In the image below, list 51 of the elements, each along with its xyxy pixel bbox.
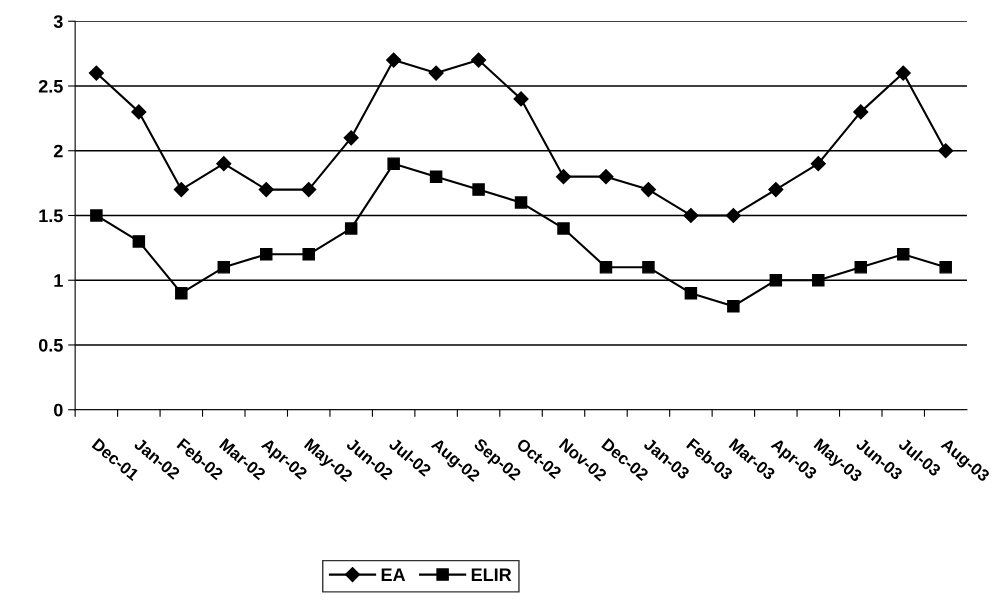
point (258, 182, 274, 198)
point (768, 182, 784, 198)
point (725, 207, 741, 224)
point (343, 130, 359, 146)
point (472, 183, 485, 196)
legend-label: ELIR (471, 568, 512, 581)
point (854, 261, 868, 274)
point (557, 222, 570, 235)
point (386, 52, 402, 68)
point (683, 207, 699, 224)
point (939, 261, 952, 274)
y-tick-label: 1.5 (39, 209, 63, 223)
point (640, 182, 657, 198)
point (684, 286, 698, 300)
y-tick-label: 2 (53, 144, 63, 158)
point (513, 91, 529, 107)
point (727, 299, 740, 313)
point (938, 143, 954, 159)
point (599, 261, 613, 274)
point (514, 196, 528, 209)
point (598, 169, 614, 185)
point (217, 261, 231, 274)
point (301, 182, 317, 198)
point (131, 104, 147, 120)
point (259, 248, 273, 261)
point (428, 65, 444, 81)
point (387, 157, 400, 170)
point (173, 182, 189, 198)
point (555, 169, 572, 185)
y-tick-label: 2.5 (38, 79, 63, 93)
point (810, 156, 826, 172)
point (895, 65, 911, 81)
y-tick-label: 1 (54, 274, 63, 287)
point (853, 104, 869, 120)
point (642, 261, 655, 274)
point (471, 52, 487, 68)
point (175, 286, 188, 300)
y-tick-label: 0 (54, 403, 63, 417)
y-tick-label: 3 (53, 15, 63, 28)
point (302, 248, 315, 261)
point (88, 65, 104, 81)
point (132, 235, 146, 248)
y-tick-label: 0.5 (38, 338, 63, 352)
point (769, 273, 783, 287)
point (812, 273, 825, 287)
point (90, 209, 103, 222)
legend-label: EA (381, 568, 406, 581)
point (896, 248, 910, 261)
point (344, 222, 358, 235)
point (216, 156, 232, 172)
point (429, 170, 443, 183)
